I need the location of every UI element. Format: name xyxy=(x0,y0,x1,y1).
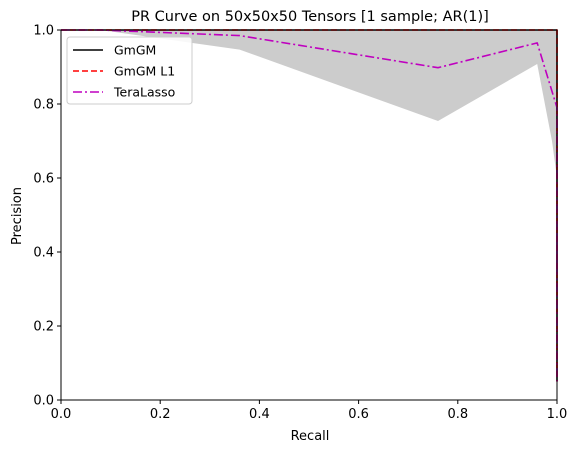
ticks-group: 0.0 0.2 0.4 0.6 0.8 1.0 0.0 0.2 0.4 0.6 0.8 1.0 xyxy=(33,24,567,423)
x-axis-label: Recall xyxy=(291,429,330,444)
y-tick-label: 0.6 xyxy=(33,172,54,187)
y-tick-label: 1.0 xyxy=(33,24,54,39)
x-tick-label: 1.0 xyxy=(547,407,568,422)
uncertainty-band xyxy=(61,30,557,382)
x-tick-label: 0.0 xyxy=(51,407,72,422)
chart-title: PR Curve on 50x50x50 Tensors [1 sample; … xyxy=(131,9,489,25)
x-tick-label: 0.8 xyxy=(447,407,468,422)
x-tick-label: 0.4 xyxy=(249,407,270,422)
y-tick-label: 0.0 xyxy=(33,394,54,409)
y-tick-label: 0.2 xyxy=(33,320,54,335)
legend-label: GmGM xyxy=(114,43,156,58)
legend: GmGM GmGM L1 TeraLasso xyxy=(66,36,193,105)
y-tick-label: 0.4 xyxy=(33,246,54,261)
plot-area xyxy=(61,30,557,382)
y-tick-label: 0.8 xyxy=(33,98,54,113)
x-tick-label: 0.2 xyxy=(150,407,171,422)
legend-label: TeraLasso xyxy=(113,85,175,100)
y-axis-label: Precision xyxy=(10,187,25,245)
x-tick-label: 0.6 xyxy=(348,407,369,422)
legend-box xyxy=(66,36,193,105)
axes-frame xyxy=(60,29,558,401)
legend-label: GmGM L1 xyxy=(114,64,175,79)
